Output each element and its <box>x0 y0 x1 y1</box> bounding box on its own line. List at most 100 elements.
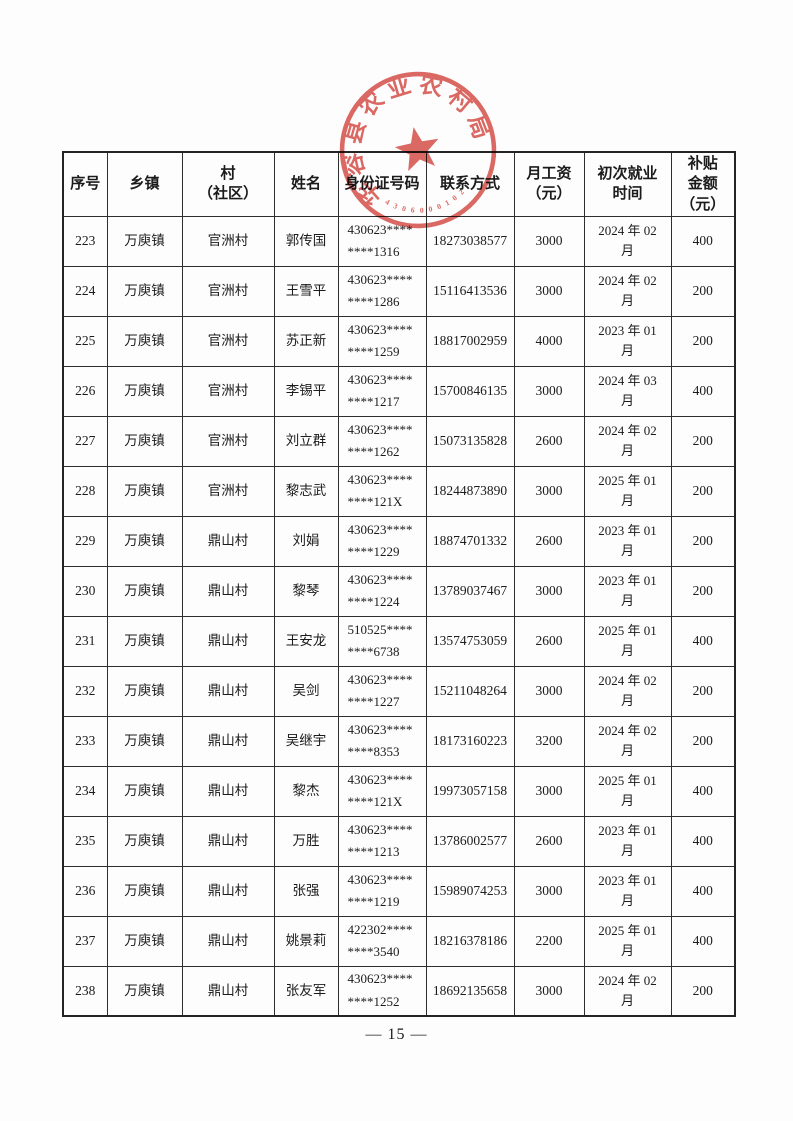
table-cell: 18874701332 <box>425 515 515 567</box>
table-cell: 苏正新 <box>273 315 339 367</box>
table-cell: 18692135658 <box>425 965 515 1017</box>
table-row: 227 万庾镇 官洲村 刘立群 430623**** ****1262 150731358… <box>62 415 736 467</box>
table-cell: 2025 年 01 月 <box>583 765 672 817</box>
table-cell: 3000 <box>513 215 585 267</box>
table-cell: 万庾镇 <box>106 615 183 667</box>
table-row: 236 万庾镇 鼎山村 张强 430623**** ****1219 1598907425… <box>62 865 736 917</box>
table-row: 223 万庾镇 官洲村 郭传国 430623**** ****1316 182730385… <box>62 215 736 267</box>
table-cell: 2024 年 02 月 <box>583 215 672 267</box>
table-cell: 430623**** ****121X <box>337 765 427 817</box>
table-header-cell: 序号 <box>62 151 108 217</box>
table-cell: 官洲村 <box>181 215 275 267</box>
table-cell: 鼎山村 <box>181 815 275 867</box>
table-cell: 万庾镇 <box>106 715 183 767</box>
table-cell: 2025 年 01 月 <box>583 465 672 517</box>
table-cell: 2024 年 02 月 <box>583 665 672 717</box>
table-cell: 黎志武 <box>273 465 339 517</box>
table-header: 序号 乡镇村 （社区） 姓名 身份证号码 联系方式 月工资 （元） 初次就业 时间 补贴 金额… <box>62 151 736 217</box>
table-cell: 226 <box>62 365 108 417</box>
table-cell: 224 <box>62 265 108 317</box>
table-cell: 鼎山村 <box>181 615 275 667</box>
table-cell: 422302**** ****3540 <box>337 915 427 967</box>
table-cell: 18244873890 <box>425 465 515 517</box>
table-cell: 228 <box>62 465 108 517</box>
table-cell: 鼎山村 <box>181 765 275 817</box>
table-cell: 万庾镇 <box>106 415 183 467</box>
table-cell: 400 <box>670 365 736 417</box>
table-cell: 2024 年 02 月 <box>583 965 672 1017</box>
table-cell: 200 <box>670 565 736 617</box>
table-cell: 236 <box>62 865 108 917</box>
table-cell: 430623**** ****1213 <box>337 815 427 867</box>
table-cell: 万庾镇 <box>106 315 183 367</box>
table-cell: 18173160223 <box>425 715 515 767</box>
table-cell: 万庾镇 <box>106 965 183 1017</box>
table-cell: 2023 年 01 月 <box>583 315 672 367</box>
table-cell: 3000 <box>513 565 585 617</box>
table-cell: 4000 <box>513 315 585 367</box>
table-cell: 刘娟 <box>273 515 339 567</box>
table-row: 224 万庾镇 官洲村 王雪平 430623**** ****1286 151164135… <box>62 265 736 317</box>
table-header-cell: 乡镇 <box>106 151 183 217</box>
table-cell: 200 <box>670 515 736 567</box>
table-cell: 李锡平 <box>273 365 339 417</box>
table-row: 231 万庾镇 鼎山村 王安龙 510525**** ****6738 135747530… <box>62 615 736 667</box>
table-cell: 万庾镇 <box>106 565 183 617</box>
table-cell: 吴剑 <box>273 665 339 717</box>
table-cell: 万庾镇 <box>106 665 183 717</box>
table-cell: 2024 年 03 月 <box>583 365 672 417</box>
table-cell: 13786002577 <box>425 815 515 867</box>
table-cell: 2025 年 01 月 <box>583 915 672 967</box>
table-cell: 18817002959 <box>425 315 515 367</box>
table-cell: 万庾镇 <box>106 465 183 517</box>
table-row: 234 万庾镇 鼎山村 黎杰 430623**** ****121X 1997305715… <box>62 765 736 817</box>
table-cell: 430623**** ****1217 <box>337 365 427 417</box>
table-cell: 15116413536 <box>425 265 515 317</box>
table-cell: 3200 <box>513 715 585 767</box>
table-cell: 官洲村 <box>181 365 275 417</box>
table-cell: 张强 <box>273 865 339 917</box>
table-cell: 万庾镇 <box>106 215 183 267</box>
table-cell: 430623**** ****121X <box>337 465 427 517</box>
table-cell: 官洲村 <box>181 315 275 367</box>
table-cell: 2023 年 01 月 <box>583 815 672 867</box>
table-cell: 万胜 <box>273 815 339 867</box>
table-cell: 200 <box>670 715 736 767</box>
table-cell: 400 <box>670 915 736 967</box>
table-cell: 232 <box>62 665 108 717</box>
table-cell: 15700846135 <box>425 365 515 417</box>
table-cell: 430623**** ****1259 <box>337 315 427 367</box>
table-cell: 18216378186 <box>425 915 515 967</box>
table-row: 238 万庾镇 鼎山村 张友军 430623**** ****1252 186921356… <box>62 965 736 1017</box>
table-cell: 400 <box>670 765 736 817</box>
table-cell: 430623**** ****1262 <box>337 415 427 467</box>
table-cell: 233 <box>62 715 108 767</box>
table-cell: 200 <box>670 465 736 517</box>
table-cell: 430623**** ****1227 <box>337 665 427 717</box>
table-cell: 鼎山村 <box>181 915 275 967</box>
table-cell: 王安龙 <box>273 615 339 667</box>
table-cell: 万庾镇 <box>106 515 183 567</box>
table-row: 225 万庾镇 官洲村 苏正新 430623**** ****1259 188170029… <box>62 315 736 367</box>
table-cell: 200 <box>670 965 736 1017</box>
stamp-serial-text: 4306000102 <box>383 187 467 217</box>
table-cell: 郭传国 <box>273 215 339 267</box>
table-cell: 2024 年 02 月 <box>583 415 672 467</box>
table-cell: 200 <box>670 315 736 367</box>
table-cell: 鼎山村 <box>181 715 275 767</box>
table-cell: 200 <box>670 265 736 317</box>
table-row: 232 万庾镇 鼎山村 吴剑 430623**** ****1227 1521104826… <box>62 665 736 717</box>
table-cell: 400 <box>670 215 736 267</box>
table-cell: 15073135828 <box>425 415 515 467</box>
table-cell: 200 <box>670 665 736 717</box>
table-header-cell: 补贴 金额 （元） <box>670 151 736 217</box>
table-cell: 2600 <box>513 815 585 867</box>
table-row: 226 万庾镇 官洲村 李锡平 430623**** ****1217 157008461… <box>62 365 736 417</box>
table-row: 235 万庾镇 鼎山村 万胜 430623**** ****1213 1378600257… <box>62 815 736 867</box>
table-cell: 223 <box>62 215 108 267</box>
table-cell: 2600 <box>513 415 585 467</box>
table-cell: 鼎山村 <box>181 565 275 617</box>
stamp-ring <box>339 71 497 229</box>
table-cell: 万庾镇 <box>106 915 183 967</box>
